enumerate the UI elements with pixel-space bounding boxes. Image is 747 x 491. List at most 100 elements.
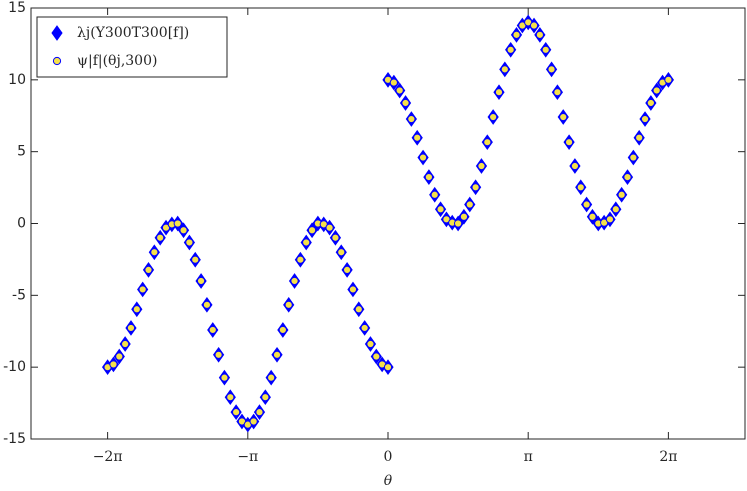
diamond-marker — [51, 25, 63, 41]
circle-marker — [272, 350, 282, 359]
circle-marker — [430, 190, 439, 199]
x-tick-label: −π — [237, 449, 258, 465]
circle-marker — [325, 223, 334, 232]
series — [103, 18, 673, 429]
x-tick-label: 0 — [384, 449, 393, 465]
circle-marker — [512, 30, 521, 39]
legend-label: ψ|f|(θj,300) — [77, 53, 157, 69]
circle-marker — [570, 161, 580, 171]
circle-marker — [553, 88, 562, 97]
circle-marker — [284, 300, 293, 309]
circle-marker — [372, 352, 381, 361]
circle-marker — [582, 200, 591, 209]
circle-marker — [588, 212, 597, 221]
circle-marker — [489, 112, 498, 122]
circle-marker — [214, 350, 223, 359]
circle-marker — [191, 255, 200, 264]
circle-marker — [232, 408, 241, 417]
circle-marker — [278, 325, 287, 335]
y-tick-label: -5 — [12, 287, 26, 303]
circle-marker — [150, 248, 159, 257]
circle-marker — [109, 360, 118, 369]
circle-marker — [115, 352, 124, 361]
circle-marker — [483, 138, 492, 147]
circle-marker — [541, 45, 550, 54]
circle-marker — [261, 393, 270, 402]
circle-marker — [646, 98, 655, 108]
y-tick-label: 5 — [17, 144, 26, 160]
x-axis-label: θ — [384, 473, 393, 489]
circle-marker — [383, 363, 393, 372]
y-tick-label: -10 — [3, 359, 26, 375]
circle-marker — [494, 88, 504, 97]
circle-marker — [424, 172, 433, 182]
circle-marker — [629, 153, 638, 162]
circle-marker — [418, 153, 428, 162]
legend-box — [36, 16, 228, 78]
circle-marker — [459, 212, 469, 221]
circle-marker — [617, 190, 626, 199]
circle-marker — [506, 45, 515, 54]
circle-marker — [477, 161, 486, 171]
circle-marker — [623, 172, 632, 182]
y-tick-label: 15 — [8, 0, 26, 16]
circle-marker — [156, 233, 165, 242]
circle-marker — [453, 219, 463, 228]
circle-marker — [307, 226, 317, 235]
circle-marker — [331, 233, 340, 242]
circle-marker — [471, 183, 480, 192]
circle-marker — [500, 65, 509, 74]
circle-marker — [348, 285, 358, 294]
circle-marker — [547, 65, 556, 74]
circle-marker — [576, 183, 585, 192]
circle-marker — [126, 323, 136, 333]
circle-marker — [267, 373, 276, 382]
circle-marker — [465, 200, 474, 209]
circle-marker — [664, 75, 673, 84]
circle-marker — [401, 98, 410, 108]
circle-marker — [290, 276, 299, 286]
circle-marker — [302, 238, 311, 247]
circle-marker — [208, 325, 217, 335]
circle-marker — [138, 285, 147, 294]
circle-marker — [220, 373, 229, 382]
circle-marker — [52, 56, 62, 66]
circle-marker — [366, 339, 375, 349]
x-tick-label: −2π — [93, 449, 123, 465]
x-tick-label: π — [524, 449, 533, 465]
circle-marker — [202, 300, 212, 309]
circle-marker — [249, 417, 258, 426]
circle-marker — [635, 133, 644, 142]
circle-marker — [343, 265, 352, 275]
circle-marker — [389, 78, 398, 87]
circle-marker — [413, 133, 422, 142]
circle-marker — [529, 21, 539, 30]
circle-marker — [196, 276, 206, 286]
circle-marker — [354, 305, 363, 314]
circle-marker — [611, 205, 620, 214]
circle-marker — [255, 408, 264, 417]
circle-marker — [640, 114, 650, 124]
circle-marker — [173, 219, 182, 228]
legend-label: λj(Y300T300[f]) — [77, 25, 189, 41]
x-tick-label: 2π — [659, 449, 677, 465]
y-tick-label: -15 — [3, 431, 26, 447]
circle-marker — [360, 323, 369, 333]
circle-marker — [121, 339, 130, 349]
y-tick-label: 0 — [17, 216, 26, 232]
circle-marker — [185, 238, 194, 247]
circle-marker — [407, 114, 416, 124]
circle-marker — [559, 112, 568, 122]
circle-marker — [535, 30, 544, 39]
circle-marker — [337, 248, 346, 257]
y-tick-label: 10 — [8, 72, 26, 88]
circle-marker — [395, 86, 404, 95]
circle-marker — [605, 215, 615, 224]
circle-marker — [296, 255, 305, 264]
circle-marker — [132, 305, 141, 314]
circle-marker — [144, 265, 153, 275]
circle-marker — [564, 138, 574, 147]
circle-marker — [179, 226, 188, 235]
